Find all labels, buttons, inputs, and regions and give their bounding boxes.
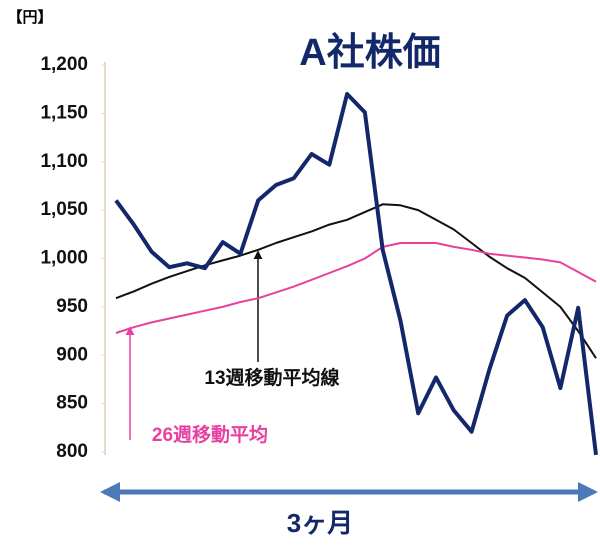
y-tick-label: 1,000 xyxy=(40,248,88,269)
series-line xyxy=(114,92,598,456)
chart-title: A社株価 xyxy=(299,32,440,74)
y-tick-label: 1,200 xyxy=(40,54,88,75)
y-tick-label: 1,050 xyxy=(40,199,88,220)
y-tick-label: 850 xyxy=(56,393,88,414)
series-annotation: 13週移動平均線 xyxy=(204,366,339,389)
y-tick-label: 1,150 xyxy=(40,102,88,123)
y-tick-label: 950 xyxy=(56,296,88,317)
series-line xyxy=(115,242,597,334)
y-tick-label: 900 xyxy=(56,344,88,365)
y-tick-label: 1,100 xyxy=(40,151,88,172)
y-tick-label: 800 xyxy=(56,441,88,462)
series-annotation: 26週移動平均 xyxy=(152,423,268,446)
series-line xyxy=(115,203,597,359)
y-unit: 【円】 xyxy=(7,8,52,26)
period-label: 3ヶ月 xyxy=(287,508,353,538)
